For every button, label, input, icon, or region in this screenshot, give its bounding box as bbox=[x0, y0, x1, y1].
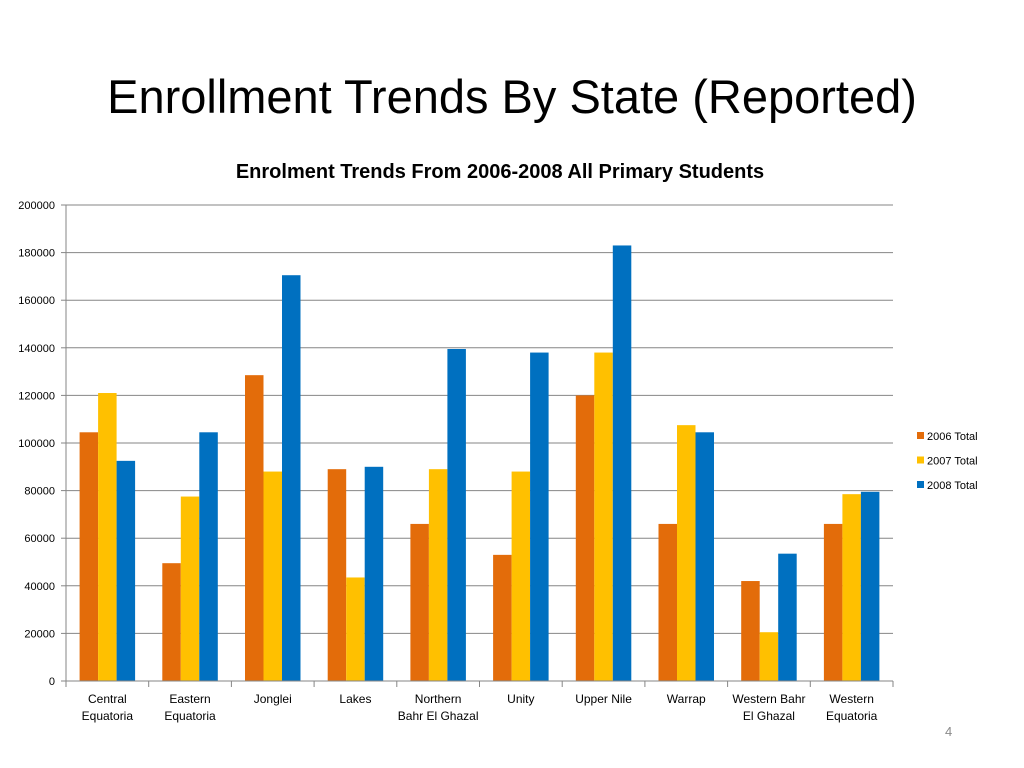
bar-2006-total bbox=[823, 523, 843, 681]
bar-2008-total bbox=[695, 432, 714, 681]
x-tick-label: Equatoria bbox=[164, 709, 216, 723]
legend-swatch bbox=[917, 432, 924, 439]
bar-2007-total bbox=[263, 471, 282, 681]
legend-label: 2006 Total bbox=[927, 431, 978, 443]
bar-2007-total bbox=[677, 425, 696, 681]
bar-2007-total bbox=[511, 471, 531, 681]
bar-2007-total bbox=[346, 577, 365, 681]
slide-title: Enrollment Trends By State (Reported) bbox=[107, 70, 917, 123]
x-tick-label: Warrap bbox=[667, 692, 706, 706]
bar-2006-total bbox=[327, 469, 347, 681]
bar-2008-total bbox=[447, 348, 466, 681]
x-tick-label: Northern bbox=[415, 692, 462, 706]
bar-2008-total bbox=[860, 491, 880, 681]
x-axis: Central Equatoria Eastern Equatoria Jonglei L… bbox=[65, 680, 894, 723]
bar-2008-total bbox=[199, 432, 218, 681]
x-tick-label: Bahr El Ghazal bbox=[398, 709, 479, 723]
x-tick-label: El Ghazal bbox=[743, 709, 795, 723]
slide-number: 4 bbox=[945, 724, 953, 739]
y-tick-label: 60000 bbox=[24, 533, 55, 545]
bar-2008-total bbox=[364, 466, 384, 681]
bar-2008-total bbox=[116, 460, 136, 681]
x-tick-label: Upper Nile bbox=[575, 692, 632, 706]
bar-2006-total bbox=[493, 554, 512, 681]
x-tick-label: Eastern bbox=[169, 692, 210, 706]
bar-2007-total bbox=[759, 632, 779, 681]
x-tick-label: Western bbox=[829, 692, 873, 706]
bar-2007-total bbox=[180, 496, 200, 681]
bar-2007-total bbox=[98, 393, 117, 681]
bar-2008-total bbox=[282, 275, 301, 681]
x-tick-label: Equatoria bbox=[826, 709, 878, 723]
bar-2006-total bbox=[575, 395, 595, 681]
legend-label: 2007 Total bbox=[927, 456, 978, 468]
x-tick-label: Equatoria bbox=[82, 709, 134, 723]
y-tick-label: 0 bbox=[49, 676, 55, 688]
y-tick-label: 100000 bbox=[18, 438, 55, 450]
y-axis: 0 20000 40000 60000 80000 100000 120000 140000 1… bbox=[18, 200, 67, 688]
bar-2006-total bbox=[162, 563, 181, 681]
y-tick-label: 80000 bbox=[24, 486, 55, 498]
bars bbox=[79, 245, 880, 681]
chart-title: Enrolment Trends From 2006-2008 All Prim… bbox=[235, 161, 765, 183]
bar-2006-total bbox=[741, 581, 760, 681]
bar-2008-total bbox=[778, 553, 797, 681]
bar-2006-total bbox=[658, 523, 677, 681]
legend-swatch bbox=[917, 456, 924, 464]
y-tick-label: 20000 bbox=[24, 628, 55, 640]
y-tick-label: 200000 bbox=[18, 200, 55, 212]
bar-2007-total bbox=[428, 469, 448, 681]
y-tick-label: 120000 bbox=[18, 390, 55, 402]
bar-2008-total bbox=[612, 245, 632, 681]
x-tick-label: Western Bahr bbox=[732, 692, 805, 706]
bar-2007-total bbox=[842, 494, 861, 681]
y-tick-label: 180000 bbox=[18, 248, 55, 260]
legend-label: 2008 Total bbox=[927, 480, 978, 492]
x-tick-label: Unity bbox=[507, 692, 534, 706]
legend-swatch bbox=[917, 481, 924, 488]
bar-2006-total bbox=[245, 375, 264, 681]
x-tick-label: Central bbox=[88, 692, 127, 706]
x-tick-label: Lakes bbox=[339, 692, 371, 706]
legend: 2006 Total 2007 Total 2008 Total bbox=[917, 431, 978, 492]
y-tick-label: 160000 bbox=[18, 295, 55, 307]
x-tick-label: Jonglei bbox=[254, 692, 292, 706]
bar-2008-total bbox=[530, 352, 549, 681]
y-tick-label: 140000 bbox=[18, 343, 55, 355]
bar-2007-total bbox=[594, 352, 613, 681]
y-tick-label: 40000 bbox=[24, 581, 55, 593]
bar-2006-total bbox=[79, 432, 99, 681]
bar-2006-total bbox=[410, 523, 429, 681]
